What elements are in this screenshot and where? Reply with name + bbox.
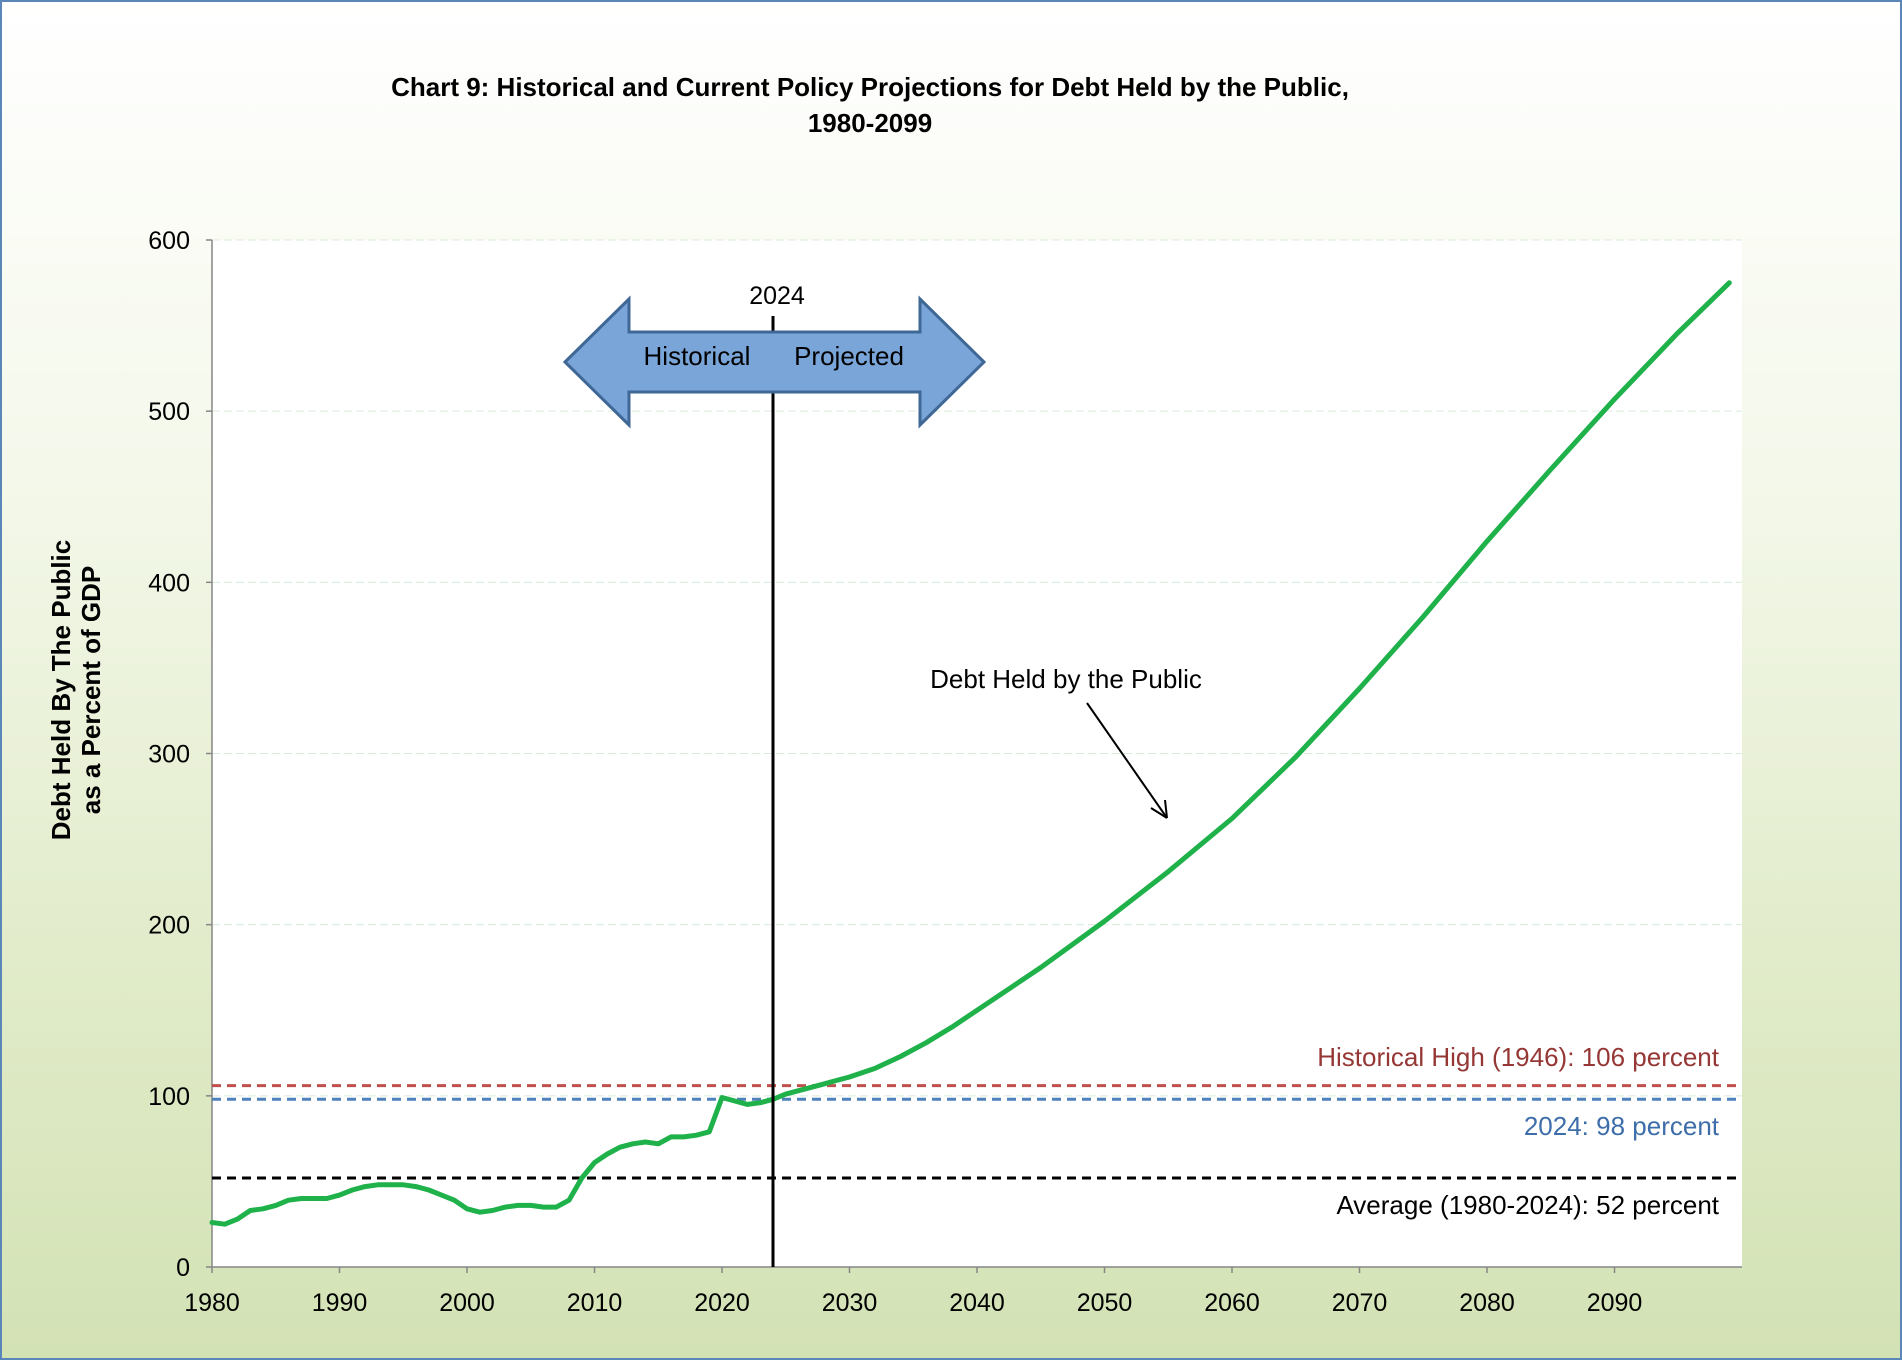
gridlines <box>212 239 1742 1097</box>
x-tick-label-2050: 2050 <box>1077 1289 1133 1317</box>
y-tick-label-100: 100 <box>148 1083 190 1111</box>
y-tick-label-500: 500 <box>148 398 190 426</box>
arrow-label-projected: Projected <box>794 341 904 371</box>
x-tick-label-2030: 2030 <box>822 1289 878 1317</box>
chart-title-line1: Chart 9: Historical and Current Policy P… <box>391 72 1349 102</box>
x-tick-label-2080: 2080 <box>1459 1289 1515 1317</box>
series <box>209 280 1732 1227</box>
x-tick-label-2010: 2010 <box>567 1289 623 1317</box>
y-tick-label-400: 400 <box>148 569 190 597</box>
series-annotation: Debt Held by the Public <box>930 664 1202 694</box>
chart-title-line2: 1980-2099 <box>808 108 932 138</box>
arrow-label-historical: Historical <box>644 341 751 371</box>
y-axis-label-line1: Debt Held By The Public <box>46 540 76 841</box>
x-tick-label-1980: 1980 <box>184 1289 240 1317</box>
series-line-0 <box>209 280 1732 1227</box>
x-tick-label-2070: 2070 <box>1332 1289 1388 1317</box>
y-tick-label-600: 600 <box>148 227 190 255</box>
ref-label-historical-high: Historical High (1946): 106 percent <box>1317 1042 1720 1072</box>
ref-label-average: Average (1980-2024): 52 percent <box>1336 1190 1719 1220</box>
x-tick-label-2060: 2060 <box>1204 1289 1260 1317</box>
ref-label-2024: 2024: 98 percent <box>1524 1111 1720 1141</box>
x-tick-label-2000: 2000 <box>439 1289 495 1317</box>
y-tick-label-0: 0 <box>176 1254 190 1282</box>
annotation-arrowhead <box>1150 799 1168 819</box>
x-tick-label-2090: 2090 <box>1587 1289 1643 1317</box>
annotation-pointer <box>1086 702 1168 819</box>
historical-projected-arrow <box>562 295 987 429</box>
y-ticks: 0 100 200 300 400 500 600 <box>148 227 212 1282</box>
x-tick-label-1990: 1990 <box>312 1289 368 1317</box>
x-tick-label-2040: 2040 <box>949 1289 1005 1317</box>
vertical-marker-label: 2024 <box>749 282 805 310</box>
y-axis-label: Debt Held By The Public as a Percent of … <box>46 540 106 841</box>
x-tick-label-2020: 2020 <box>694 1289 750 1317</box>
y-tick-label-200: 200 <box>148 912 190 940</box>
y-tick-label-300: 300 <box>148 741 190 769</box>
y-axis-label-line2: as a Percent of GDP <box>76 566 106 815</box>
reference-lines <box>212 1084 1742 1180</box>
x-ticks: 1980 1990 2000 2010 2020 2030 2040 2050 2060 2070… <box>184 1267 1642 1317</box>
